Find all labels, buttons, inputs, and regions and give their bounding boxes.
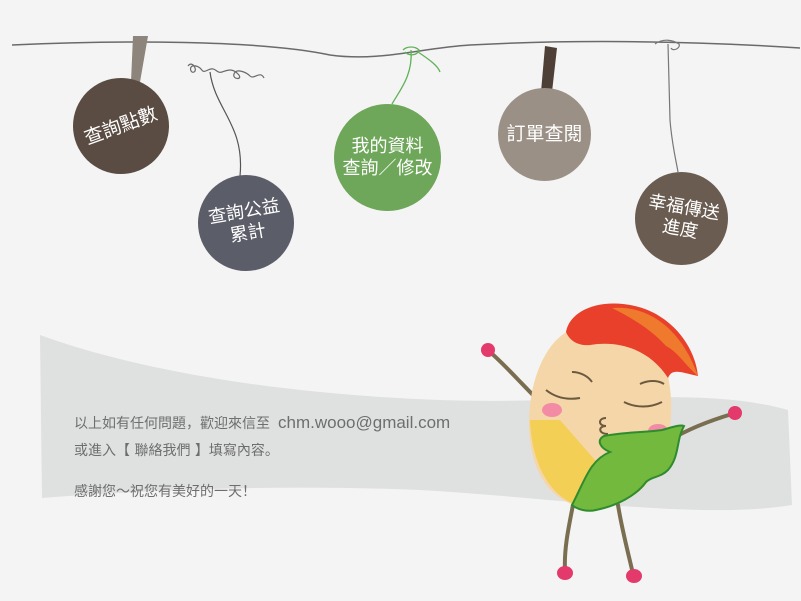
tag-points-line-1: 查詢點數 [81,102,161,149]
string-delivery [654,39,680,173]
mascot-foot-left [557,566,573,580]
contact-text: 以上如有任何問題，歡迎來信至 [74,416,270,432]
string-profile-tail [417,51,441,73]
tag-delivery[interactable]: 幸福傳送 進度 [635,172,728,265]
tag-orders-label: 訂單查閱 [506,123,582,146]
mascot-leg-left [562,503,575,572]
tag-delivery-label: 幸福傳送 進度 [642,191,721,246]
mascot-mouth [599,417,609,435]
mascot-foot-right [626,569,642,583]
mascot-brow-left [571,371,593,383]
mascot-eye-right [623,401,663,408]
tag-points[interactable]: 查詢點數 [73,78,169,174]
mascot-brow-right [639,380,665,385]
email-link[interactable]: chm.wooo@gmail.com [278,413,451,432]
tag-orders[interactable]: 訂單查閱 [498,88,591,181]
mascot-cheek-left [542,403,562,417]
tag-orders-line-1: 訂單查閱 [506,123,583,146]
clothesline [11,40,801,58]
thanks-message: 感謝您～祝您有美好的一天！ [74,484,256,500]
mascot [481,303,742,583]
mascot-hair-highlight [612,307,698,376]
mascot-hair [566,303,698,378]
contact-line-2[interactable]: 或進入【 聯絡我們 】填寫內容。 [74,443,279,459]
mascot-arm-left [488,350,538,400]
tag-profile-label: 我的資料 查詢／修改 [343,136,433,179]
mascot-hand-right [728,406,742,420]
contact-line-1: 以上如有任何問題，歡迎來信至 chm.wooo@gmail.com [74,413,450,440]
mascot-leaf [570,424,686,512]
clip-orders [541,46,557,92]
tag-profile[interactable]: 我的資料 查詢／修改 [334,104,441,211]
knot-left [187,63,265,80]
contact-message: 以上如有任何問題，歡迎來信至 chm.wooo@gmail.com 或進入【 聯絡… [74,413,450,508]
string-profile [391,46,420,105]
spacer [74,467,450,481]
clip-points [131,36,148,82]
mascot-eye-left [545,389,581,400]
string-charity [209,71,242,177]
tag-charity-label: 查詢公益 累計 [207,195,285,250]
tag-charity[interactable]: 查詢公益 累計 [198,175,294,271]
tag-profile-line-1: 我的資料 [351,135,424,157]
mascot-leg-right [616,503,635,576]
mascot-hand-left [481,343,495,357]
tag-points-label: 查詢點數 [81,102,160,149]
tag-profile-line-2: 查詢／修改 [342,157,433,179]
